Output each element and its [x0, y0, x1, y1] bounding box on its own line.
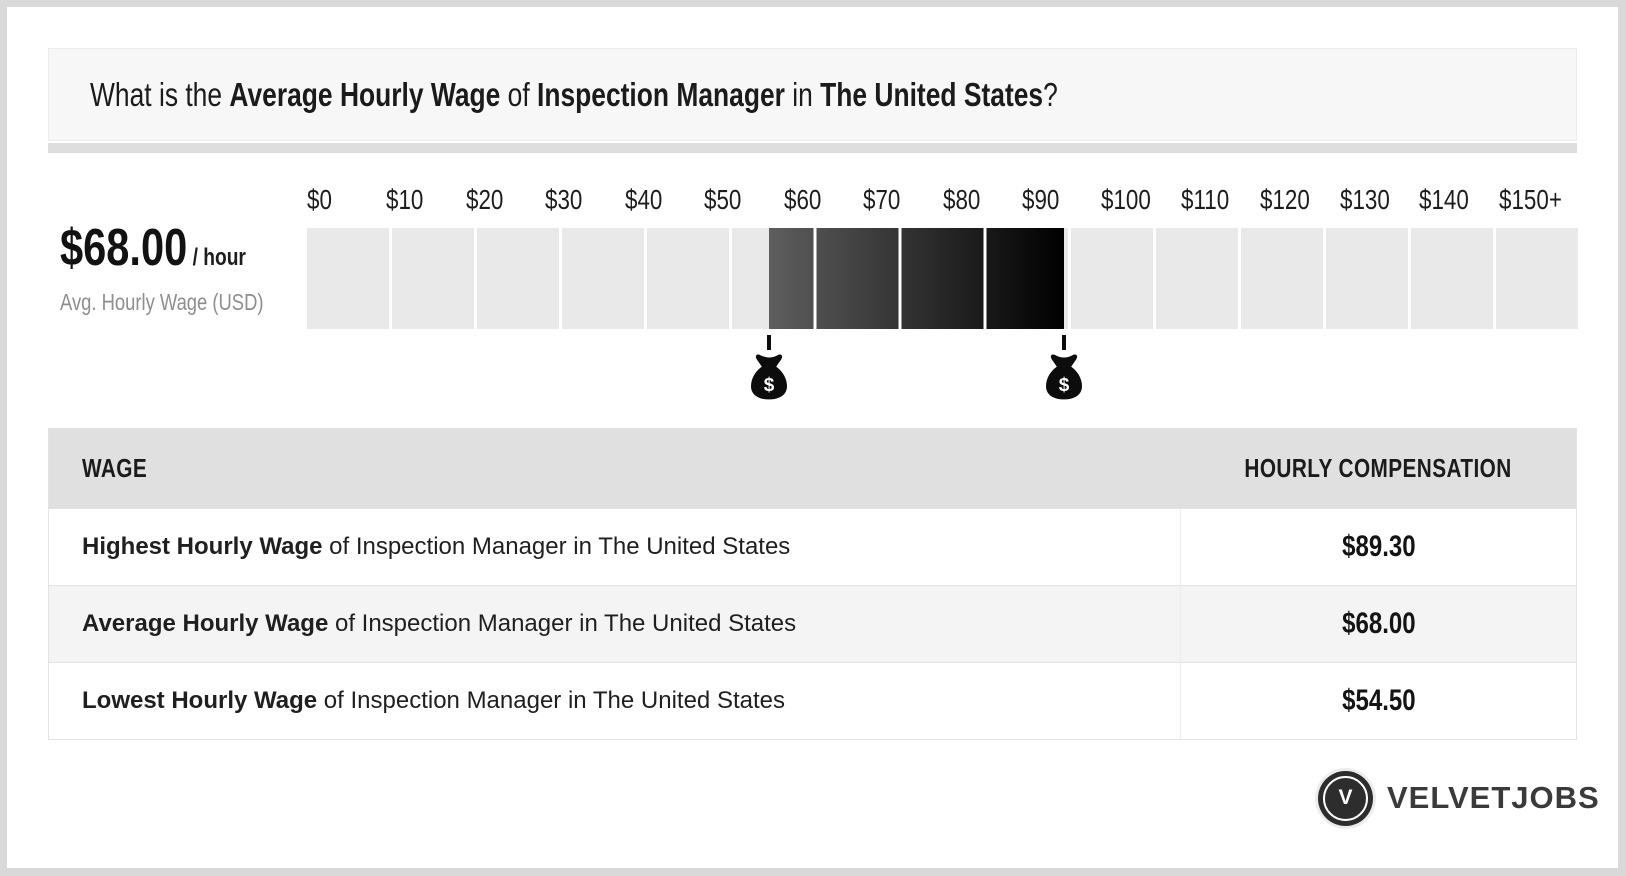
wage-caption: Avg. Hourly Wage (USD) [60, 289, 264, 315]
tick-cell: $120 [1260, 184, 1339, 220]
scale-segment [561, 228, 644, 329]
scale-segment [1156, 228, 1239, 329]
page-title: What is the Average Hourly Wage of Inspe… [90, 75, 1058, 113]
tick-cell: $50 [704, 184, 783, 220]
tick-label: $10 [386, 184, 424, 215]
tick-cell: $20 [466, 184, 545, 220]
wage-value: $68.00 [60, 219, 188, 277]
scale-segment [1411, 228, 1494, 329]
tick-cell: $70 [863, 184, 942, 220]
row-value: $89.30 [1341, 530, 1416, 563]
scale-segment [646, 228, 729, 329]
row-value: $54.50 [1341, 684, 1416, 717]
table-row: Average Hourly Wage of Inspection Manage… [49, 585, 1576, 662]
tick-label: $50 [704, 184, 742, 215]
tick-cell: $40 [625, 184, 704, 220]
tick-cell: $60 [784, 184, 863, 220]
tick-label: $90 [1021, 184, 1060, 215]
scale-segment [1496, 228, 1579, 329]
tick-cell: $140 [1419, 184, 1498, 220]
tick-cell: $100 [1101, 184, 1180, 220]
segment-gap-overlay [813, 228, 817, 329]
row-value: $68.00 [1341, 607, 1416, 640]
wage-unit: / hour [187, 244, 246, 271]
row-label: Lowest Hourly Wage of Inspection Manager… [82, 687, 785, 714]
tick-label: $30 [545, 184, 583, 215]
segment-gap-overlay [983, 228, 987, 329]
table-row: Highest Hourly Wage of Inspection Manage… [49, 508, 1576, 585]
tick-label: $150+ [1498, 184, 1562, 215]
wage-table: WAGE HOURLY COMPENSATION Highest Hourly … [48, 428, 1577, 740]
tick-label: $70 [863, 184, 901, 215]
scale-segment [476, 228, 559, 329]
tick-cell: $10 [386, 184, 465, 220]
header-cell-compensation: HOURLY COMPENSATION [1244, 452, 1512, 483]
brand-logo[interactable]: V VELVETJOBS [1318, 770, 1600, 826]
tick-cell: $80 [943, 184, 1022, 220]
tick-cell: $150+ [1499, 184, 1578, 220]
tick-label: $0 [307, 184, 332, 215]
tick-label: $60 [783, 184, 821, 215]
tick-cell: $110 [1181, 184, 1260, 220]
tick-cell: $0 [307, 184, 386, 220]
tick-cell: $90 [1022, 184, 1101, 220]
scale-segment [1241, 228, 1324, 329]
tick-label: $140 [1419, 184, 1469, 215]
tick-label: $110 [1180, 184, 1229, 215]
logo-initial: V [1338, 786, 1353, 809]
row-label: Average Hourly Wage of Inspection Manage… [82, 610, 797, 637]
tick-label: $120 [1260, 184, 1311, 215]
tick-cell: $30 [545, 184, 624, 220]
scale-segment [307, 228, 389, 329]
tick-label: $130 [1339, 184, 1390, 215]
scale-segment [1326, 228, 1409, 329]
scale-segment [1071, 228, 1154, 329]
tick-cell: $130 [1340, 184, 1419, 220]
tick-label: $20 [465, 184, 504, 215]
wage-range-fill [768, 228, 1064, 329]
scale-segment [391, 228, 474, 329]
table-row: Lowest Hourly Wage of Inspection Manager… [49, 662, 1576, 739]
table-header-row: WAGE HOURLY COMPENSATION [49, 428, 1576, 508]
logo-circle-icon: V [1318, 770, 1373, 826]
wage-scale-bar [307, 228, 1579, 329]
header-cell-wage: WAGE [82, 452, 148, 483]
tick-label: $100 [1101, 184, 1152, 215]
logo-wordmark: VELVETJOBS [1387, 780, 1600, 815]
row-label: Highest Hourly Wage of Inspection Manage… [82, 533, 791, 560]
banner-shadow-strip [48, 143, 1577, 153]
scale-ticks: $0 $10 $20 $30 $40 $50 $60 $70 $80 $90 $100 $110 $12… [307, 184, 1578, 220]
tick-label: $40 [624, 184, 663, 215]
wage-stat: $68.00 / hour Avg. Hourly Wage (USD) [60, 222, 305, 316]
question-banner: What is the Average Hourly Wage of Inspe… [48, 48, 1577, 141]
tick-label: $80 [942, 184, 980, 215]
segment-gap-overlay [898, 228, 902, 329]
